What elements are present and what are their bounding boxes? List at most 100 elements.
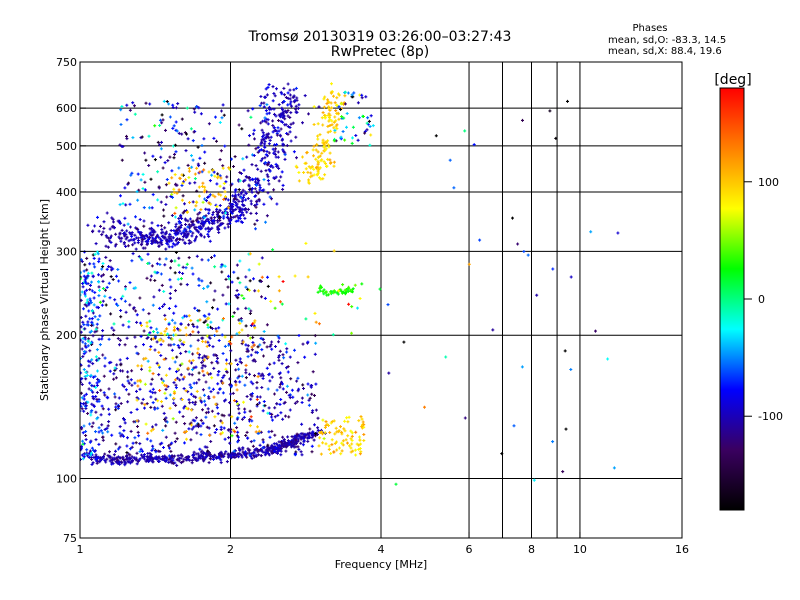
data-point xyxy=(173,173,177,177)
data-point xyxy=(94,438,98,442)
data-point xyxy=(190,234,194,238)
data-point xyxy=(202,320,206,324)
data-point xyxy=(120,144,124,148)
grid-lines xyxy=(80,62,682,538)
data-point xyxy=(136,460,140,463)
data-point xyxy=(275,133,279,137)
data-point xyxy=(277,166,281,170)
data-point xyxy=(154,397,158,401)
data-point xyxy=(350,331,353,335)
data-point xyxy=(146,456,150,460)
data-point xyxy=(189,392,193,396)
data-point xyxy=(290,439,294,443)
data-point xyxy=(299,450,303,454)
data-point xyxy=(200,336,204,340)
data-point xyxy=(205,199,208,203)
data-point xyxy=(221,376,225,380)
data-point xyxy=(324,442,328,446)
data-point xyxy=(313,394,316,397)
data-point xyxy=(333,115,337,119)
data-point xyxy=(314,148,318,152)
data-point xyxy=(158,389,162,392)
data-point xyxy=(132,420,136,424)
data-point xyxy=(216,391,220,395)
data-point xyxy=(163,313,167,317)
data-point xyxy=(270,375,274,379)
data-point xyxy=(256,425,259,429)
data-point xyxy=(263,296,267,300)
data-point xyxy=(161,234,165,238)
data-point xyxy=(195,389,199,393)
data-point xyxy=(131,243,135,247)
data-point xyxy=(181,235,185,239)
data-point xyxy=(195,201,199,204)
data-point xyxy=(172,343,176,346)
data-point xyxy=(154,450,158,454)
data-point xyxy=(84,430,88,433)
data-point xyxy=(197,356,201,360)
data-point xyxy=(210,221,214,225)
data-point xyxy=(82,452,86,456)
data-point xyxy=(332,289,336,293)
data-point xyxy=(226,222,230,226)
data-point xyxy=(227,206,231,210)
data-point xyxy=(102,455,105,458)
data-point xyxy=(141,187,145,191)
data-point xyxy=(146,336,150,339)
data-point xyxy=(220,413,224,417)
data-point xyxy=(82,323,86,327)
data-point xyxy=(104,460,108,464)
data-point xyxy=(119,123,123,126)
data-point xyxy=(186,225,190,229)
data-point xyxy=(219,193,223,197)
data-point xyxy=(338,446,341,450)
data-point xyxy=(122,241,126,245)
data-point xyxy=(133,112,137,116)
data-point xyxy=(322,145,326,149)
data-point xyxy=(127,325,131,329)
data-point xyxy=(237,216,240,220)
data-point xyxy=(318,289,322,293)
data-point xyxy=(178,328,182,332)
data-point xyxy=(243,190,247,194)
data-point xyxy=(343,138,347,142)
data-point xyxy=(258,186,262,190)
data-point xyxy=(167,444,171,448)
data-point xyxy=(302,439,306,443)
data-point xyxy=(98,288,101,292)
data-point xyxy=(192,455,196,459)
data-point xyxy=(173,143,177,147)
data-point xyxy=(127,239,131,243)
data-point xyxy=(340,291,344,295)
data-point xyxy=(264,153,268,157)
data-point xyxy=(351,287,355,291)
data-point xyxy=(349,446,353,450)
data-point xyxy=(129,411,133,414)
data-point xyxy=(135,320,139,324)
data-point xyxy=(327,105,331,109)
data-point xyxy=(143,151,147,155)
data-point xyxy=(200,361,204,365)
data-point xyxy=(176,102,180,106)
data-point xyxy=(143,406,146,410)
data-point xyxy=(264,136,268,140)
data-point xyxy=(207,201,211,205)
data-point xyxy=(229,209,233,213)
data-point xyxy=(339,452,343,456)
data-point xyxy=(312,173,316,177)
data-point xyxy=(289,111,293,115)
data-point xyxy=(145,243,149,247)
data-point xyxy=(214,327,218,331)
data-point xyxy=(257,453,260,457)
data-point xyxy=(251,322,255,326)
data-point xyxy=(199,399,203,403)
data-point xyxy=(242,179,246,183)
data-point xyxy=(156,140,160,144)
data-point xyxy=(166,159,170,163)
data-point xyxy=(116,447,120,451)
data-point xyxy=(83,375,87,378)
data-point xyxy=(175,458,179,462)
data-point xyxy=(157,363,161,367)
data-point xyxy=(245,210,249,214)
data-point xyxy=(253,137,256,141)
